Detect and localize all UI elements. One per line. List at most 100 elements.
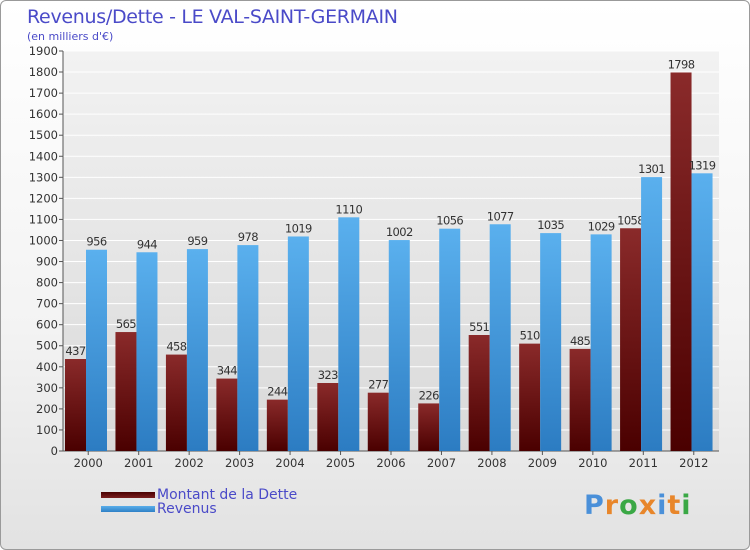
bar-dette [115, 332, 137, 451]
x-tick-label: 2000 [74, 456, 103, 470]
data-label-revenus: 1002 [386, 225, 413, 239]
legend-item-dette: Montant de la Dette [101, 487, 298, 503]
y-tick-label: 1600 [29, 107, 58, 121]
y-tick-label: 700 [36, 297, 58, 311]
y-tick-label: 1800 [29, 65, 58, 79]
x-tick-label: 2001 [124, 456, 153, 470]
data-label-dette: 1798 [668, 57, 695, 71]
x-tick-label: 2005 [326, 456, 355, 470]
x-tick-label: 2003 [225, 456, 254, 470]
bar-dette [418, 403, 440, 451]
bar-dette [620, 228, 642, 451]
y-tick-label: 400 [36, 360, 58, 374]
y-tick-label: 500 [36, 339, 58, 353]
bar-revenus [338, 217, 360, 451]
data-label-revenus: 1077 [487, 209, 514, 223]
data-label-dette: 244 [267, 385, 287, 399]
chart-title: Revenus/Dette - LE VAL-SAINT-GERMAIN [27, 6, 398, 28]
x-tick-label: 2002 [175, 456, 204, 470]
bar-revenus [186, 249, 208, 451]
bar-dette [65, 359, 86, 451]
data-label-revenus: 944 [137, 237, 157, 251]
chart-subtitle: (en milliers d'€) [27, 30, 114, 43]
data-label-revenus: 956 [86, 235, 106, 249]
data-label-dette: 437 [65, 344, 85, 358]
legend: Montant de la Dette Revenus [101, 487, 298, 517]
data-label-revenus: 1301 [638, 162, 665, 176]
legend-label-dette: Montant de la Dette [157, 487, 298, 503]
bar-dette [519, 343, 541, 451]
data-label-revenus: 1029 [588, 219, 615, 233]
data-label-dette: 551 [469, 320, 489, 334]
logo-letter: i [681, 490, 692, 521]
y-tick-label: 100 [36, 423, 58, 437]
x-tick-label: 2011 [629, 456, 658, 470]
logo-letter: x [638, 490, 658, 521]
data-label-dette: 344 [217, 364, 237, 378]
y-tick-label: 1300 [29, 170, 58, 184]
bar-dette [670, 72, 692, 451]
y-tick-label: 200 [36, 402, 58, 416]
data-label-revenus: 978 [238, 230, 258, 244]
x-tick-label: 2008 [477, 456, 506, 470]
legend-swatch-dette [101, 492, 155, 498]
data-label-revenus: 959 [187, 234, 207, 248]
bar-revenus [388, 240, 410, 451]
logo-letter: r [604, 490, 620, 521]
data-label-revenus: 1035 [537, 218, 564, 232]
y-tick-label: 900 [36, 255, 58, 269]
legend-item-revenus: Revenus [101, 501, 297, 517]
y-tick-label: 0 [51, 444, 58, 458]
y-tick-label: 600 [36, 318, 58, 332]
bar-dette [367, 392, 389, 451]
logo-letter: t [667, 490, 682, 521]
data-label-dette: 458 [166, 340, 186, 354]
data-label-revenus: 1056 [436, 214, 463, 228]
bar-revenus [641, 177, 663, 451]
data-label-dette: 226 [419, 388, 439, 402]
bar-revenus [439, 228, 461, 451]
data-label-dette: 277 [368, 378, 388, 392]
bar-revenus [86, 249, 107, 451]
x-tick-label: 2006 [376, 456, 405, 470]
data-label-dette: 510 [520, 329, 540, 343]
bar-dette [317, 383, 339, 451]
data-label-dette: 323 [318, 368, 338, 382]
x-tick-label: 2004 [275, 456, 304, 470]
bar-dette [569, 348, 591, 451]
legend-swatch-revenus [101, 506, 155, 512]
bar-revenus [136, 252, 158, 451]
data-label-revenus: 1110 [335, 202, 362, 216]
y-tick-label: 1200 [29, 191, 58, 205]
y-tick-label: 1100 [29, 212, 58, 226]
logo-letter: o [619, 490, 639, 521]
y-tick-label: 1500 [29, 128, 58, 142]
bar-revenus [287, 236, 309, 451]
x-tick-label: 2009 [528, 456, 557, 470]
data-label-revenus: 1019 [285, 221, 312, 235]
bar-dette [216, 378, 238, 451]
bar-dette [266, 399, 288, 451]
y-tick-label: 800 [36, 276, 58, 290]
bar-revenus [590, 234, 612, 451]
brand-logo: Proxiti [584, 490, 692, 521]
data-label-dette: 1058 [617, 213, 644, 227]
y-tick-label: 1700 [29, 86, 58, 100]
x-tick-label: 2012 [679, 456, 708, 470]
bar-dette [468, 335, 490, 451]
y-tick-label: 300 [36, 381, 58, 395]
bar-dette [165, 354, 187, 451]
bar-revenus [691, 173, 713, 451]
bar-revenus [489, 224, 511, 451]
y-tick-label: 1000 [29, 233, 58, 247]
bar-revenus [237, 245, 259, 451]
x-tick-label: 2010 [578, 456, 607, 470]
y-tick-label: 1400 [29, 149, 58, 163]
data-label-revenus: 1319 [689, 158, 716, 172]
bar-revenus [540, 233, 562, 451]
logo-letter: P [584, 490, 605, 521]
x-tick-label: 2007 [427, 456, 456, 470]
data-label-dette: 565 [116, 317, 136, 331]
